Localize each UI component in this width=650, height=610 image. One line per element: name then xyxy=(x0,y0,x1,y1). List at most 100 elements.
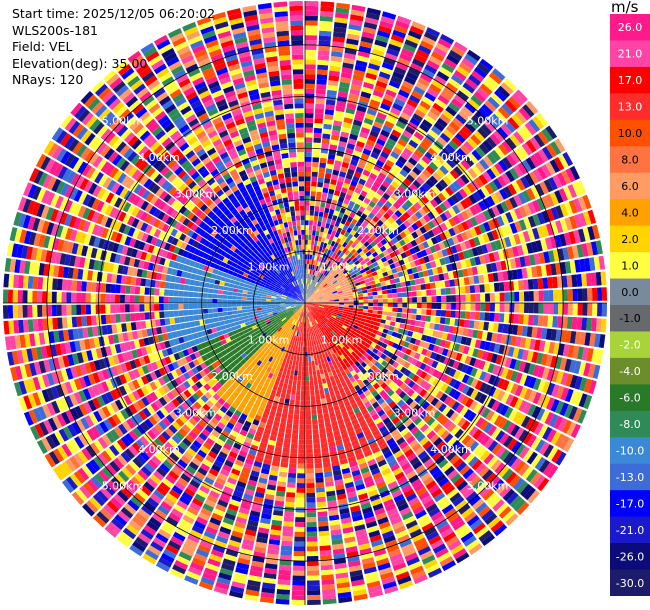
radar-gate xyxy=(308,239,312,245)
radar-gate xyxy=(313,265,317,271)
radar-gate xyxy=(396,254,403,261)
radar-gate xyxy=(372,147,382,155)
radar-gate xyxy=(513,165,524,178)
radar-gate xyxy=(378,208,386,216)
radar-gate xyxy=(308,289,311,294)
radar-gate xyxy=(411,192,421,202)
radar-gate xyxy=(334,301,340,303)
radar-gate xyxy=(374,116,385,125)
radar-gate xyxy=(329,268,335,274)
radar-gate xyxy=(388,184,397,193)
radar-gate xyxy=(331,278,337,283)
radar-gate xyxy=(369,247,376,254)
radar-gate xyxy=(439,165,449,175)
radar-gate xyxy=(562,303,569,315)
radar-gate xyxy=(389,321,396,327)
radar-gate xyxy=(312,264,315,270)
radar-gate xyxy=(329,144,338,151)
radar-gate xyxy=(519,303,525,313)
radar-gate xyxy=(376,138,386,147)
radar-gate xyxy=(305,78,316,84)
radar-gate xyxy=(473,320,480,330)
radar-gate xyxy=(370,208,378,216)
radar-gate xyxy=(490,93,504,106)
radar-gate xyxy=(378,155,387,164)
radar-gate xyxy=(448,217,457,227)
radar-gate xyxy=(369,172,378,181)
radar-gate xyxy=(492,68,506,81)
radar-gate xyxy=(370,284,377,289)
radar-gate xyxy=(494,312,500,322)
radar-gate xyxy=(340,229,346,236)
radar-gate xyxy=(343,52,356,60)
radar-gate xyxy=(504,292,510,302)
radar-gate xyxy=(308,289,311,295)
radar-gate xyxy=(571,317,578,330)
radar-gate xyxy=(322,263,327,270)
radar-gate xyxy=(397,247,405,254)
radar-gate xyxy=(286,388,292,395)
radar-gate xyxy=(404,125,416,135)
radar-gate xyxy=(376,188,385,196)
radar-gate xyxy=(320,437,328,444)
radar-gate xyxy=(305,300,310,303)
radar-gate xyxy=(308,283,310,289)
radar-gate xyxy=(478,174,488,185)
radar-gate xyxy=(305,332,307,338)
radar-gate xyxy=(389,38,403,48)
radar-gate xyxy=(334,248,340,254)
radar-gate xyxy=(320,241,325,248)
radar-gate xyxy=(319,550,332,556)
radar-gate xyxy=(456,223,465,233)
radar-gate xyxy=(342,121,352,129)
radar-gate xyxy=(484,283,490,293)
radar-gate xyxy=(430,144,441,154)
radar-gate xyxy=(306,551,319,557)
radar-gate xyxy=(311,291,315,296)
radar-gate xyxy=(323,466,332,473)
radar-gate xyxy=(316,226,321,232)
radar-gate xyxy=(379,20,394,29)
radar-gate xyxy=(334,22,348,29)
radar-gate xyxy=(379,277,385,283)
radar-gate xyxy=(389,205,398,213)
radar-gate xyxy=(349,254,356,261)
radar-gate xyxy=(402,303,408,308)
radar-gate xyxy=(419,217,427,226)
radar-gate xyxy=(348,300,354,303)
radar-gate xyxy=(543,179,554,193)
radar-gate xyxy=(360,190,368,198)
radar-gate xyxy=(317,511,328,517)
radar-gate xyxy=(357,234,364,242)
radar-gate xyxy=(348,184,356,192)
radar-gate xyxy=(372,215,380,223)
radar-gate xyxy=(309,289,312,295)
radar-gate xyxy=(393,25,408,34)
radar-gate xyxy=(436,303,442,310)
radar-gate xyxy=(321,138,330,145)
radar-gate xyxy=(417,44,432,55)
radar-gate xyxy=(387,43,401,53)
radar-gate xyxy=(489,303,495,312)
radar-gate xyxy=(411,308,417,314)
radar-gate xyxy=(415,314,422,321)
radar-gate xyxy=(426,303,432,309)
radar-gate xyxy=(391,213,399,221)
radar-gate xyxy=(343,305,349,308)
radar-gate xyxy=(312,270,316,276)
radar-gate xyxy=(484,120,496,133)
radar-gate xyxy=(319,162,327,169)
radar-gate xyxy=(318,384,324,390)
radar-gate xyxy=(376,200,384,208)
radar-gate xyxy=(434,281,441,289)
radar-gate xyxy=(326,218,332,225)
radar-gate xyxy=(435,309,442,317)
radar-gate xyxy=(474,177,484,188)
radar-gate xyxy=(387,293,393,299)
radar-gate xyxy=(415,49,430,60)
radar-gate xyxy=(378,303,383,307)
radar-gate xyxy=(370,234,377,241)
radar-gate xyxy=(459,319,465,327)
radar-gate xyxy=(340,218,347,225)
radar-gate xyxy=(381,180,390,189)
